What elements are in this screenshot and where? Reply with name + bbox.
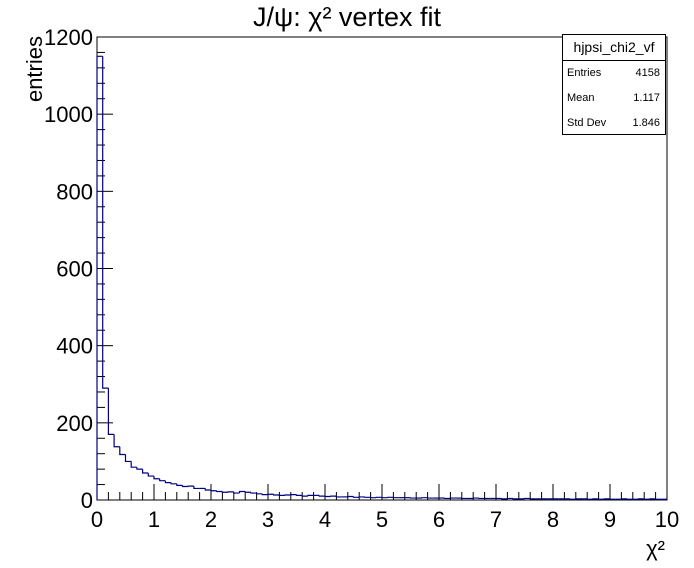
histogram-bin — [124, 454, 132, 463]
histogram-bin — [301, 495, 308, 497]
histogram-bin — [256, 493, 263, 495]
histogram-bin — [250, 492, 257, 494]
y-tick-label: 400 — [56, 334, 93, 359]
stats-row-entries: Entries 4158 — [563, 61, 665, 86]
stats-row-stddev: Std Dev 1.846 — [563, 111, 665, 136]
histogram-bin — [273, 494, 280, 496]
x-tick-label: 10 — [655, 507, 679, 532]
stats-label: Entries — [567, 67, 602, 79]
histogram-series — [96, 55, 668, 500]
histogram-bin — [164, 480, 172, 484]
histogram-bin — [176, 483, 183, 486]
chart-title: J/ψ: χ² vertex fit — [253, 2, 441, 32]
x-tick-label: 1 — [148, 507, 160, 532]
histogram-bin — [107, 388, 115, 436]
histogram-bin — [352, 496, 360, 498]
histogram-bin — [295, 494, 303, 496]
x-tick-label: 3 — [262, 507, 274, 532]
histogram-bin — [204, 488, 211, 491]
histogram-bin — [102, 56, 109, 389]
x-axis-tick-labels: 0 1 2 3 4 5 6 7 8 9 10 — [91, 507, 679, 532]
histogram-bin — [335, 496, 343, 498]
stats-value: 1.117 — [633, 92, 660, 104]
y-axis-label: entries — [22, 36, 47, 102]
y-tick-label: 800 — [56, 179, 93, 204]
histogram-bin — [244, 491, 251, 493]
stats-box: hjpsi_chi2_vf Entries 4158 Mean 1.117 St… — [562, 34, 666, 135]
y-tick-label: 600 — [56, 257, 93, 282]
stats-value: 4158 — [635, 67, 660, 79]
stats-label: Std Dev — [567, 117, 607, 129]
x-tick-label: 6 — [433, 507, 445, 532]
histogram-bin — [170, 482, 177, 485]
x-axis-label: χ² — [646, 536, 665, 561]
histogram-bin — [193, 486, 200, 490]
stats-row-mean: Mean 1.117 — [563, 86, 665, 111]
histogram-bin — [119, 446, 126, 456]
histogram-bin — [113, 434, 120, 448]
histogram-bin — [261, 493, 268, 496]
x-tick-label: 0 — [91, 507, 103, 532]
y-axis-tick-labels: 0 200 400 600 800 1000 1200 — [44, 25, 93, 513]
x-tick-label: 5 — [376, 507, 388, 532]
y-axis-ticks — [97, 36, 113, 501]
histogram-bin — [210, 489, 217, 492]
histogram-bin — [181, 485, 189, 488]
histogram-bin — [147, 472, 154, 477]
y-tick-label: 1200 — [44, 25, 93, 50]
stats-label: Mean — [567, 92, 595, 104]
histogram-bin — [130, 461, 137, 468]
x-tick-label: 8 — [547, 507, 559, 532]
stats-title: hjpsi_chi2_vf — [563, 35, 665, 61]
y-tick-label: 1000 — [44, 102, 93, 127]
histogram-bin — [96, 55, 103, 500]
histogram-bin — [136, 467, 143, 470]
x-tick-label: 9 — [604, 507, 616, 532]
x-tick-label: 2 — [205, 507, 217, 532]
histogram-bin — [142, 469, 149, 474]
y-tick-label: 0 — [81, 488, 93, 513]
stats-value: 1.846 — [632, 117, 660, 129]
histogram-bin — [233, 491, 240, 494]
histogram-bin — [216, 490, 223, 493]
histogram-bin — [159, 478, 166, 482]
histogram-bin — [307, 494, 314, 497]
x-tick-label: 7 — [490, 507, 502, 532]
histogram-bin — [153, 476, 160, 480]
y-tick-label: 200 — [56, 411, 93, 436]
x-tick-label: 4 — [319, 507, 331, 532]
histogram-bin — [318, 495, 325, 497]
histogram-bin — [221, 491, 229, 493]
histogram-bin — [238, 490, 246, 494]
